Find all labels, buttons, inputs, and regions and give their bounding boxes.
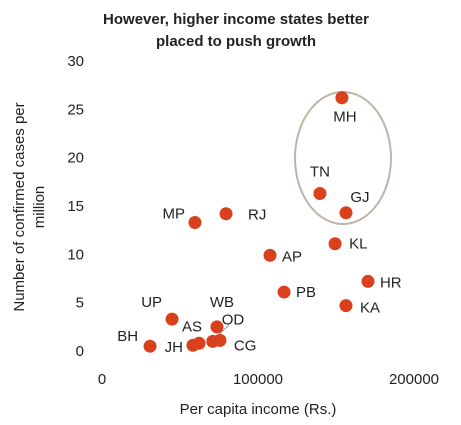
point-label: GJ — [350, 189, 369, 206]
point — [339, 206, 353, 220]
y-tick-label: 30 — [67, 53, 84, 70]
point-label: JH — [165, 339, 183, 356]
point-label: KA — [360, 300, 380, 317]
point — [313, 186, 327, 200]
point — [219, 207, 233, 221]
point — [263, 248, 277, 262]
y-tick-label: 5 — [76, 295, 84, 312]
y-axis-label: Number of confirmed cases per — [11, 102, 28, 311]
point-label: WB — [210, 294, 234, 311]
point — [339, 299, 353, 313]
point-label: HR — [380, 274, 402, 291]
point — [188, 215, 202, 229]
x-tick-label: 200000 — [389, 371, 439, 388]
y-tick-label: 10 — [67, 246, 84, 263]
point-label: MP — [162, 205, 185, 222]
chart-title: placed to push growth — [156, 33, 316, 50]
point — [335, 91, 349, 105]
point-label: UP — [141, 294, 162, 311]
y-tick-label: 0 — [76, 343, 84, 360]
y-tick-label: 20 — [67, 150, 84, 167]
point-label: CG — [234, 337, 257, 354]
point — [328, 237, 342, 251]
point-label: AP — [282, 248, 302, 265]
chart-title: However, higher income states better — [103, 11, 369, 28]
point — [186, 338, 200, 352]
point — [277, 285, 291, 299]
x-tick-label: 100000 — [233, 371, 283, 388]
point-label: PB — [296, 284, 316, 301]
y-tick-label: 25 — [67, 101, 84, 118]
point-label: TN — [310, 163, 330, 180]
y-axis-label-group: Number of confirmed cases per million — [11, 102, 48, 311]
point — [210, 320, 224, 334]
point — [165, 312, 179, 326]
point — [143, 339, 157, 353]
x-tick-label: 0 — [98, 371, 106, 388]
y-tick-label: 15 — [67, 198, 84, 215]
point — [361, 274, 375, 288]
point-label: MH — [333, 109, 356, 126]
point-label: KL — [349, 236, 367, 253]
point-label: BH — [117, 328, 138, 345]
x-axis-label: Per capita income (Rs.) — [180, 401, 337, 418]
point — [213, 333, 227, 347]
y-axis-label: million — [31, 186, 48, 229]
point-label: OD — [222, 311, 245, 328]
point-label: RJ — [248, 207, 266, 224]
point-label: AS — [182, 318, 202, 335]
